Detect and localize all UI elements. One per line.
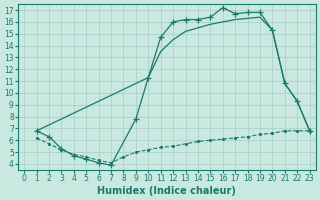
X-axis label: Humidex (Indice chaleur): Humidex (Indice chaleur): [98, 186, 236, 196]
